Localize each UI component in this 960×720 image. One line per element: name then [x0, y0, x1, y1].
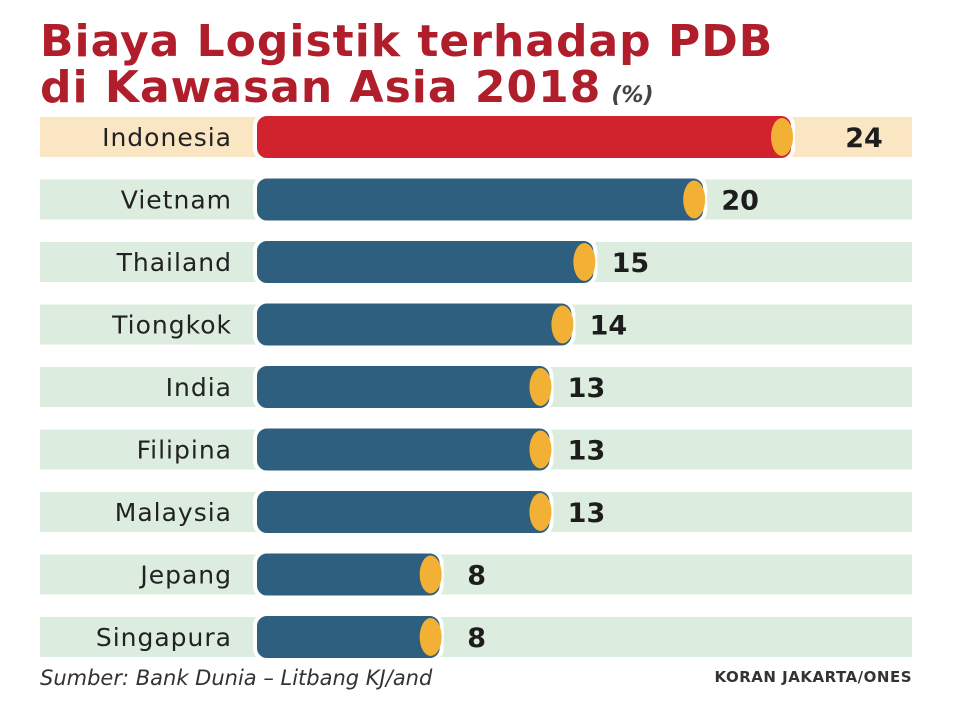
bar-thailand	[253, 237, 598, 287]
category-label-malaysia: Malaysia	[115, 498, 232, 527]
value-label-malaysia: 13	[568, 498, 606, 529]
bar-cap-thailand	[573, 243, 596, 281]
chart-title-line1: Biaya Logistik terhadap PDB	[40, 16, 774, 67]
value-label-india: 13	[568, 373, 606, 404]
bar-cap-singapura	[419, 618, 442, 656]
source-note: Sumber: Bank Dunia – Litbang KJ/and	[40, 666, 433, 690]
bar-cap-vietnam	[683, 180, 706, 219]
bar-cap-malaysia	[529, 493, 552, 531]
value-label-thailand: 15	[612, 248, 650, 279]
bar-vietnam	[253, 174, 708, 225]
bar-cap-indonesia	[771, 118, 793, 156]
value-label-tiongkok: 14	[590, 311, 628, 342]
unit-label: (%)	[611, 83, 654, 108]
value-label-indonesia: 24	[845, 123, 883, 154]
value-label-filipina: 13	[568, 436, 606, 467]
category-label-filipina: Filipina	[137, 436, 232, 465]
bar-cap-filipina	[529, 430, 552, 469]
chart-title-line2: di Kawasan Asia 2018 (%)	[40, 66, 654, 110]
bar-cap-tiongkok	[551, 305, 574, 344]
bar-india	[253, 362, 554, 412]
bar-singapura	[253, 612, 444, 660]
bar-malaysia	[253, 487, 554, 537]
row-band-singapura	[40, 617, 912, 657]
chart-title-line2-text: di Kawasan Asia 2018	[40, 62, 602, 113]
category-label-singapura: Singapura	[96, 623, 232, 652]
category-label-tiongkok: Tiongkok	[111, 311, 232, 340]
value-label-jepang: 8	[467, 561, 486, 592]
category-label-india: India	[166, 373, 232, 402]
bar-indonesia	[253, 112, 795, 162]
bar-cap-jepang	[419, 555, 442, 594]
bar-jepang	[253, 549, 444, 600]
category-label-thailand: Thailand	[116, 248, 232, 277]
value-label-vietnam: 20	[721, 186, 759, 217]
bar-chart: Indonesia 24 Vietnam 20 Thailand 15 Tiongkok 14…	[40, 112, 912, 660]
value-label-singapura: 8	[467, 623, 486, 654]
category-label-indonesia: Indonesia	[102, 123, 232, 152]
row-band-jepang	[40, 554, 912, 595]
bar-tiongkok	[253, 299, 576, 350]
bar-cap-india	[529, 368, 552, 406]
bar-filipina	[253, 424, 554, 475]
credit-note: KORAN JAKARTA/ONES	[714, 668, 912, 686]
category-label-vietnam: Vietnam	[121, 186, 232, 215]
category-label-jepang: Jepang	[138, 561, 232, 590]
